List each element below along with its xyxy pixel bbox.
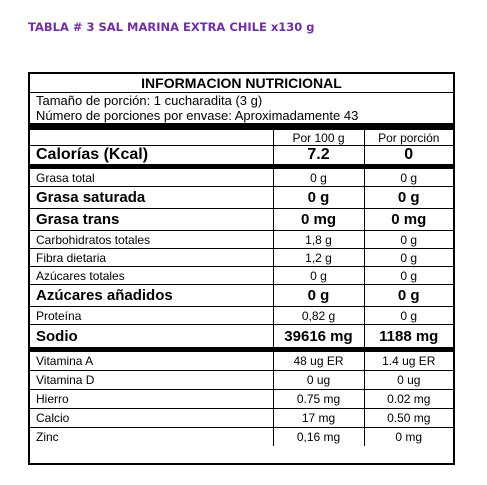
nutrient-row: Grasa saturada 0 g 0 g [30,186,453,209]
value-per-portion: 0 g [363,248,453,267]
serving-size: Tamaño de porción: 1 cucharadita (3 g) [36,93,263,108]
value-per-100g: 0 g [272,284,364,307]
vitamin-row: Vitamina D 0 ug 0 ug [30,370,453,390]
nutrient-row: Grasa total 0 g 0 g [30,169,453,187]
medium-divider [30,164,453,169]
value-per-100g: 0 g [272,169,364,187]
vitamins-table: Vitamina A 48 ug ER 1.4 ug ER Vitamina D… [30,352,453,446]
vitamin-row: Vitamina A 48 ug ER 1.4 ug ER [30,352,453,371]
calories-row: Calorías (Kcal) 7.2 0 [30,145,453,164]
nutrient-row-sodium: Sodio 39616 mg 1188 mg [30,324,453,347]
value-per-100g: 0 g [272,266,364,285]
panel-title: INFORMACION NUTRICIONAL [30,74,453,93]
nutrient-label: Proteína [30,306,273,325]
value-per-100g: 48 ug ER [272,352,364,371]
nutrient-row: Grasa trans 0 mg 0 mg [30,208,453,231]
nutrient-label: Carbohidratos totales [30,230,273,249]
value-per-100g: 1,2 g [272,248,364,267]
medium-divider [30,347,453,352]
nutrition-facts-panel: INFORMACION NUTRICIONAL Tamaño de porció… [28,72,455,465]
vitamin-label: Vitamina A [30,352,273,371]
nutrient-row: Fibra dietaria 1,2 g 0 g [30,248,453,267]
vitamin-row: Calcio 17 mg 0.50 mg [30,408,453,428]
value-per-100g: 1,8 g [272,230,364,249]
nutrient-row: Azúcares totales 0 g 0 g [30,266,453,285]
value-per-100g: 39616 mg [272,324,364,347]
value-per-100g: 0 ug [272,370,364,390]
value-per-100g: 0,16 mg [272,427,364,446]
value-per-portion: 1.4 ug ER [363,352,453,371]
nutrient-label: Sodio [36,327,78,345]
nutrient-label: Azúcares añadidos [30,284,273,307]
nutrient-row: Carbohidratos totales 1,8 g 0 g [30,230,453,249]
nutrient-label: Fibra dietaria [30,248,273,267]
value-per-portion: 1188 mg [363,324,453,347]
value-per-portion: 0 g [363,186,453,209]
value-per-portion: 0 g [363,266,453,285]
value-per-100g: 0,82 g [272,306,364,325]
column-header-per-portion: Por porción [363,130,453,146]
vitamin-label: Vitamina D [30,370,273,390]
value-per-100g: 0.75 mg [272,389,364,409]
value-per-portion: 0 mg [363,208,453,231]
value-per-portion: 0 g [363,284,453,307]
value-per-100g: 0 mg [272,208,364,231]
nutrient-row: Azúcares añadidos 0 g 0 g [30,284,453,307]
value-per-portion: 0 g [363,169,453,187]
nutrient-label: Grasa saturada [30,186,273,209]
serving-info: Tamaño de porción: 1 cucharadita (3 g) N… [30,93,453,123]
value-per-portion: 0.50 mg [363,408,453,428]
value-per-100g: 7.2 [272,145,364,164]
vitamin-label: Calcio [30,408,273,428]
value-per-100g: 0 g [272,186,364,209]
nutrient-label: Grasa trans [30,208,273,231]
nutrition-table: Por 100 g Por porción Calorías (Kcal) 7.… [30,130,453,164]
nutrient-label: Calorías (Kcal) [36,146,149,163]
document-title: TABLA # 3 SAL MARINA EXTRA CHILE x130 g [28,20,315,34]
vitamin-row: Zinc 0,16 mg 0 mg [30,427,453,446]
nutrient-label: Azúcares totales [30,266,273,285]
nutrients-table: Grasa total 0 g 0 g Grasa saturada 0 g 0… [30,169,453,347]
value-per-100g: 17 mg [272,408,364,428]
value-per-portion: 0 g [363,230,453,249]
vitamin-label: Hierro [30,389,273,409]
value-per-portion: 0 mg [363,427,453,446]
nutrient-label: Grasa total [30,169,273,187]
vitamin-row: Hierro 0.75 mg 0.02 mg [30,389,453,409]
value-per-portion: 0 [363,145,453,164]
vitamin-label: Zinc [36,430,59,444]
nutrient-row: Proteína 0,82 g 0 g [30,306,453,325]
column-header-row: Por 100 g Por porción [30,130,453,146]
column-header-per-100g: Por 100 g [272,130,364,146]
servings-per-container: Número de porciones por envase: Aproxima… [36,108,359,123]
value-per-portion: 0 g [363,306,453,325]
thick-divider [30,123,453,130]
value-per-portion: 0 ug [363,370,453,390]
value-per-portion: 0.02 mg [363,389,453,409]
